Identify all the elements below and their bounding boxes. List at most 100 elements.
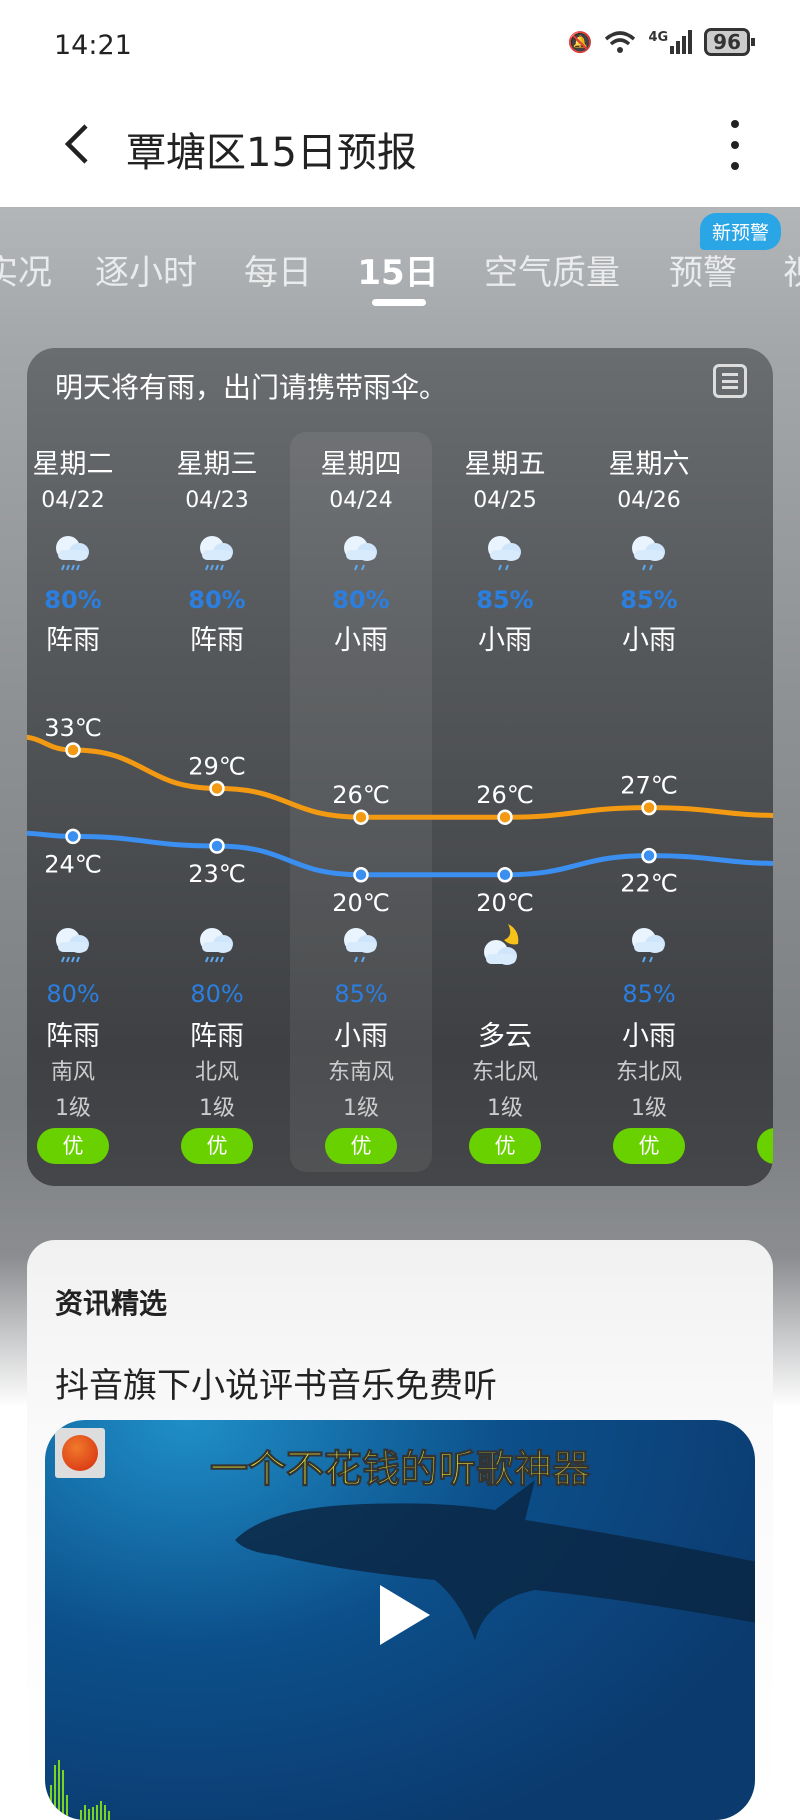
wind-level: 1级 (199, 1096, 235, 1121)
date: 04/25 (473, 488, 537, 513)
date: 04/26 (617, 488, 681, 513)
play-icon[interactable] (380, 1585, 430, 1645)
forecast-day[interactable]: 星期五 04/25 85% 小雨 多云 东北风 1级 优 (433, 348, 577, 1186)
shower-icon (27, 920, 145, 970)
tab-air-quality[interactable]: 空气质量 (484, 253, 620, 293)
day-precip: 80% (44, 586, 102, 614)
dolphin-image (235, 1480, 755, 1640)
more-button[interactable] (730, 120, 740, 170)
wind-direction: 东北风 (471, 1060, 538, 1085)
tab-video[interactable]: 视 (783, 245, 800, 294)
back-button[interactable] (62, 122, 92, 177)
wind-direction: 南风 (50, 1060, 95, 1085)
app-logo (55, 1428, 105, 1478)
weekday: 星期四 (320, 449, 402, 480)
low-temp-point (641, 847, 657, 864)
news-card: 资讯精选 抖音旗下小说评书音乐免费听 一个不花钱的听歌神器 (27, 1240, 773, 1820)
tab-indicator (372, 299, 426, 306)
network-type: 4G (648, 30, 669, 45)
tab-15day[interactable]: 15日 (357, 253, 439, 293)
low-temp-label: 23℃ (188, 860, 246, 888)
tab-daily[interactable]: 每日 (244, 253, 312, 293)
low-temp-label: 20℃ (332, 889, 390, 917)
high-temp-label: 29℃ (188, 752, 246, 780)
signal-icon: 4G (648, 30, 693, 54)
page-title: 覃塘区15日预报 (126, 130, 417, 176)
status-icons: 🔕 4G 96 (567, 28, 755, 56)
high-temp-label: 27℃ (620, 772, 678, 800)
news-video[interactable]: 一个不花钱的听歌神器 (45, 1420, 755, 1820)
more-vertical-icon (731, 120, 739, 128)
high-temp-point (353, 809, 369, 825)
battery-icon: 96 (704, 28, 755, 56)
aqi-badge[interactable]: 优 (613, 1128, 685, 1164)
chevron-left-icon (64, 124, 88, 164)
day-precip: 80% (188, 586, 246, 614)
weekday: 星期六 (608, 449, 690, 480)
forecast-day[interactable]: 星期三 04/23 80% 阵雨 80% 阵雨 北风 1级 优 (145, 348, 289, 1186)
night-precip: 80% (46, 980, 100, 1008)
light-rain-icon (577, 920, 721, 970)
tab-alerts[interactable]: 预警 (669, 253, 737, 293)
wind-direction: 东南风 (327, 1060, 394, 1085)
tab-live[interactable]: 实况 (0, 253, 52, 293)
low-temp-point (353, 867, 369, 883)
low-temp-point (497, 867, 513, 883)
title-bar: 覃塘区15日预报 (0, 90, 800, 207)
light-rain-icon (577, 528, 721, 578)
weekday: 星期五 (464, 449, 546, 480)
weekday: 星期三 (176, 449, 258, 480)
wind-level: 1级 (343, 1096, 379, 1121)
news-headline[interactable]: 抖音旗下小说评书音乐免费听 (55, 1366, 497, 1406)
forecast-day[interactable]: 星期二 04/22 80% 阵雨 80% 阵雨 南风 1级 优 (27, 348, 145, 1186)
high-temp-label: 33℃ (44, 714, 102, 742)
shower-icon (145, 528, 289, 578)
wind-level: 1级 (55, 1096, 91, 1121)
bell-muted-icon: 🔕 (567, 30, 593, 54)
night-precip: 80% (190, 980, 244, 1008)
light-rain-icon (289, 528, 433, 578)
wifi-icon (605, 31, 636, 53)
forecast-tip: 明天将有雨，出门请携带雨伞。 (55, 371, 448, 404)
night-precip: 85% (622, 980, 676, 1008)
day-precip: 85% (476, 586, 534, 614)
shower-icon (27, 528, 145, 578)
light-rain-icon (289, 920, 433, 970)
wind-level: 1级 (487, 1096, 523, 1121)
aqi-badge[interactable] (757, 1128, 773, 1164)
aqi-badge[interactable]: 优 (469, 1128, 541, 1164)
forecast-day[interactable]: 星期六 04/26 85% 小雨 85% 小雨 东北风 1级 优 (577, 348, 721, 1186)
wind-level: 1级 (631, 1096, 667, 1121)
wind-direction: 北风 (194, 1060, 239, 1085)
forecast-day[interactable]: 星期四 04/24 80% 小雨 85% 小雨 东南风 1级 优 (289, 348, 433, 1186)
high-temp-label: 26℃ (332, 781, 390, 809)
day-weather: 阵雨 (190, 625, 244, 656)
date: 04/23 (185, 488, 249, 513)
day-weather: 小雨 (478, 625, 532, 656)
day-precip: 80% (332, 586, 390, 614)
low-temp-label: 20℃ (476, 889, 534, 917)
video-caption: 一个不花钱的听歌神器 (209, 1447, 590, 1492)
shower-icon (145, 920, 289, 970)
aqi-badge[interactable]: 优 (325, 1128, 397, 1164)
tab-hourly[interactable]: 逐小时 (95, 253, 197, 293)
cloudy-night-icon (433, 920, 577, 970)
high-temp-point (497, 809, 513, 825)
night-weather: 阵雨 (190, 1021, 244, 1052)
day-precip: 85% (620, 586, 678, 614)
audio-equalizer-icon (50, 1760, 110, 1820)
tab-bar: 实况 逐小时 每日 15日 空气质量 预警 视 (0, 207, 800, 317)
date: 04/24 (329, 488, 393, 513)
aqi-badge[interactable]: 优 (181, 1128, 253, 1164)
forecast-card: 明天将有雨，出门请携带雨伞。 星期二 04/22 80% 阵雨 80% 阵雨 南… (27, 348, 773, 1186)
low-temp-point (209, 838, 225, 854)
low-temp-label: 24℃ (44, 850, 102, 878)
night-weather: 小雨 (622, 1021, 676, 1052)
night-weather: 多云 (478, 1021, 532, 1052)
forecast-day-partial[interactable]: 星 (721, 348, 773, 1186)
aqi-badge[interactable]: 优 (37, 1128, 109, 1164)
night-weather: 阵雨 (46, 1021, 100, 1052)
list-icon[interactable] (713, 364, 747, 398)
high-temp-point (65, 742, 81, 758)
low-temp-label: 22℃ (620, 870, 678, 898)
